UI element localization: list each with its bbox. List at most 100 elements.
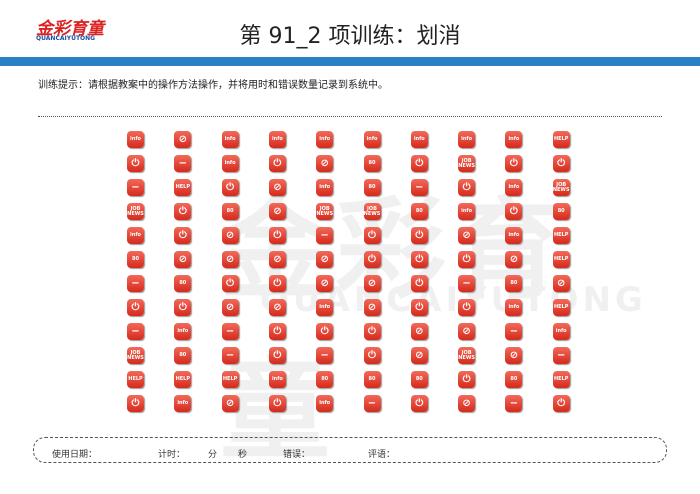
icon: JOB NEWS [127,203,144,220]
footer-date: 使用日期： [52,450,98,460]
icon: 80 [316,371,334,388]
icon: ⏻ [268,395,286,412]
icon: ⏻ [363,251,381,268]
icon: 80 [552,203,570,220]
icon: info [552,323,570,340]
icon: ⊘ [174,251,192,268]
icon: HELP [552,251,570,268]
icon: ⏻ [410,395,428,412]
icon: ⊘ [174,131,192,148]
icon: ⊘ [221,251,239,268]
divider [38,116,662,117]
footer-errors: 错误： [283,450,311,460]
icon: 80 [505,275,523,292]
icon: 80 [127,251,144,268]
icon: 80 [410,371,428,388]
icon: ⊘ [458,323,476,340]
icon: 80 [174,275,192,292]
icon: − [174,155,192,172]
icon: info [174,395,192,412]
icon: HELP [552,299,570,316]
footer-time: 计时： [158,450,186,460]
icon: JOB NEWS [458,347,476,364]
icon: − [505,323,523,340]
icon: info [221,155,239,172]
icon: ⊘ [410,323,428,340]
icon: ⏻ [268,323,286,340]
icon: ⏻ [505,155,523,172]
icon: info [316,299,334,316]
icon: ⏻ [363,227,381,244]
icon: ⏻ [458,299,476,316]
icon: − [505,395,523,412]
icon: ⏻ [268,347,286,364]
icon: info [221,131,239,148]
icon: ⊘ [505,251,523,268]
icon: info [458,131,476,148]
icon: ⏻ [127,155,144,172]
icon: ⏻ [174,299,192,316]
icon: ⊘ [410,347,428,364]
footer-box [33,437,667,463]
icon: − [552,347,570,364]
icon: ⏻ [410,251,428,268]
icon: ⊘ [221,395,239,412]
icon: ⊘ [268,299,286,316]
footer-comment: 评语： [368,450,396,460]
icon: info [505,299,523,316]
icon: 80 [363,179,381,196]
icon: info [268,371,286,388]
icon: HELP [127,371,144,388]
icon: info [127,227,144,244]
icon: info [410,131,428,148]
footer-minutes: 分 [208,450,218,460]
icon: ⊘ [316,155,334,172]
icon: info [127,131,144,148]
icon: − [221,347,239,364]
icon: ⊘ [458,227,476,244]
icon: JOB NEWS [316,203,334,220]
icon: info [505,131,523,148]
icon: ⏻ [268,227,286,244]
icon: JOB NEWS [127,347,144,364]
icon: ⏻ [221,275,239,292]
icon: ⏻ [127,299,144,316]
icon: JOB NEWS [458,155,476,172]
icon: ⊘ [221,227,239,244]
title: 第 91_2 项训练：划消 [239,24,461,49]
icon: 80 [410,203,428,220]
icon: ⊘ [363,299,381,316]
icon: − [410,179,428,196]
icon: 80 [363,155,381,172]
icon: info [505,227,523,244]
icon: ⊘ [316,275,334,292]
icon: ⏻ [174,227,192,244]
icon: − [127,275,144,292]
icon: info [174,323,192,340]
icon: − [221,323,239,340]
icon: − [127,179,144,196]
header-bar [0,57,700,66]
icon: ⏻ [410,299,428,316]
icon: 80 [505,371,523,388]
icon: info [316,131,334,148]
icon: JOB NEWS [552,179,570,196]
icon: 80 [174,347,192,364]
icon: ⏻ [363,323,381,340]
icon: ⏻ [410,227,428,244]
icon: ⏻ [410,155,428,172]
icon: ⏻ [458,251,476,268]
icon: ⏻ [505,203,523,220]
icon: JOB NEWS [363,203,381,220]
icon: ⊘ [363,275,381,292]
icon: HELP [174,371,192,388]
icon: HELP [221,371,239,388]
icon: info [458,203,476,220]
icon: ⏻ [410,275,428,292]
icon: ⏻ [268,275,286,292]
icon: − [316,227,334,244]
icon: HELP [552,131,570,148]
icon: ⏻ [552,395,570,412]
icon: ⏻ [127,395,144,412]
